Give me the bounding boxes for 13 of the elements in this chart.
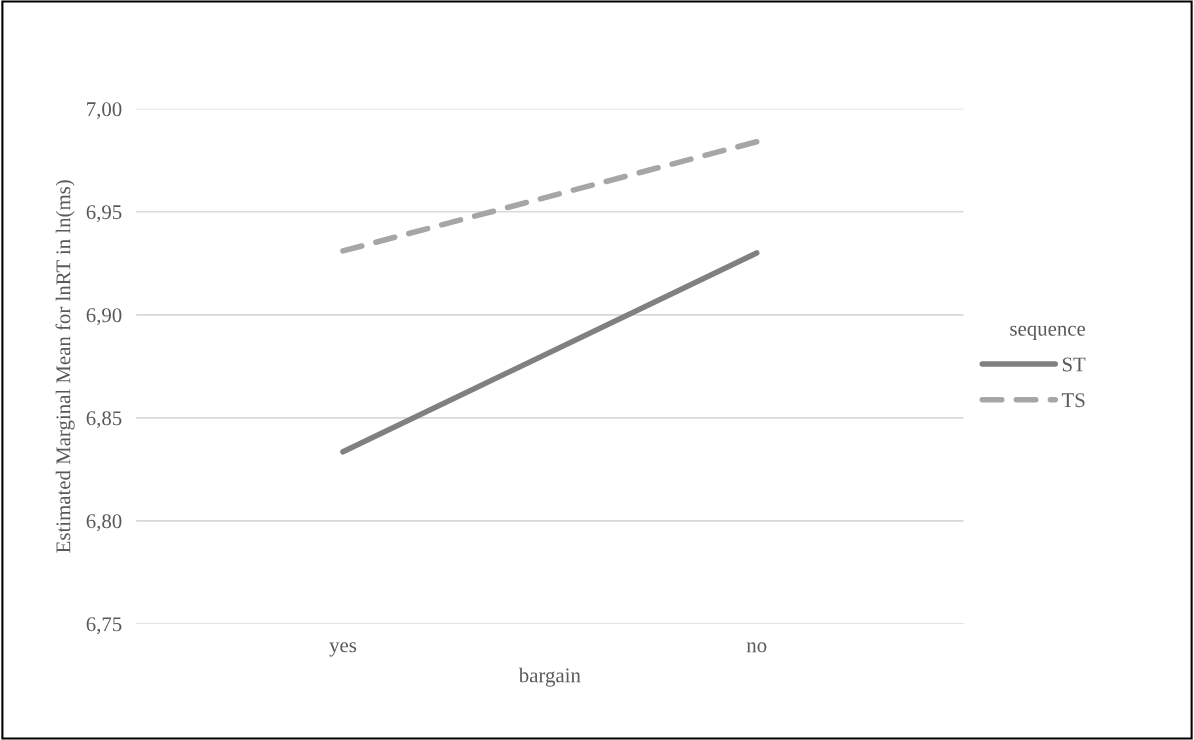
x-tick-label: no: [746, 642, 767, 653]
x-tick-label: yes: [329, 642, 357, 657]
y-tick-label: 6,80: [86, 514, 122, 532]
legend-title: sequence: [1010, 325, 1086, 341]
legend-label: TS: [1061, 393, 1085, 408]
y-axis-title: Estimated Marginal Mean for lnRT in ln(ms): [55, 180, 75, 553]
y-tick-label: 6,75: [86, 617, 122, 635]
y-tick-label: 6,90: [86, 308, 122, 326]
y-tick-label: 6,95: [86, 205, 122, 223]
x-axis-title: bargain: [518, 667, 581, 687]
y-tick-label: 6,85: [86, 411, 122, 429]
y-tick-label: 7,00: [87, 102, 122, 120]
legend-label: ST: [1062, 357, 1086, 372]
